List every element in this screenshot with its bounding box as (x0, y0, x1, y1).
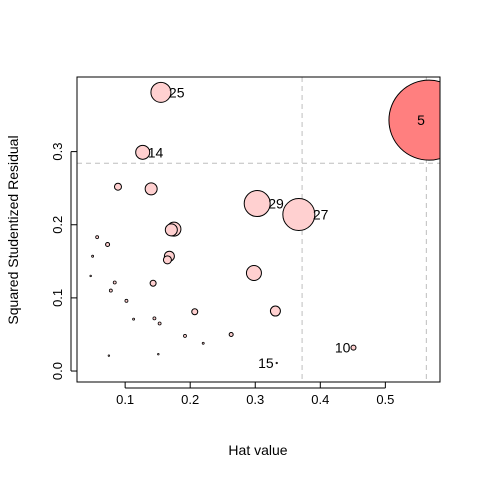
point-label-15: 15 (258, 355, 274, 371)
data-point (149, 279, 157, 287)
data-point (124, 298, 129, 303)
data-point (91, 254, 95, 258)
y-tick-label: 0.1 (50, 289, 65, 307)
x-tick-label: 0.4 (311, 392, 329, 407)
x-tick-label: 0.2 (181, 392, 199, 407)
y-tick-label: 0.2 (50, 216, 65, 234)
point-label-29: 29 (268, 196, 284, 212)
data-point (269, 305, 281, 317)
data-point (107, 354, 111, 357)
data-point-10 (350, 344, 357, 351)
x-tick-label: 0.1 (116, 392, 134, 407)
y-tick-label: 0.3 (50, 143, 65, 161)
y-tick-label: 0.0 (50, 362, 65, 380)
data-point (157, 353, 160, 356)
plot-frame (76, 76, 441, 383)
data-point-14 (135, 144, 151, 160)
data-point (162, 255, 172, 265)
point-label-5: 5 (417, 112, 425, 128)
point-label-10: 10 (335, 340, 351, 356)
data-point (201, 341, 205, 345)
y-axis: 0.0 0.1 0.2 0.3 (50, 143, 77, 380)
x-axis-title: Hat value (228, 442, 287, 458)
data-point-25 (150, 81, 172, 103)
data-point (228, 331, 234, 337)
data-point (144, 182, 158, 196)
data-points (89, 79, 440, 365)
data-point (108, 288, 113, 293)
data-point (164, 223, 178, 237)
data-point (113, 182, 122, 191)
x-tick-label: 0.5 (376, 392, 394, 407)
data-point (245, 265, 262, 282)
data-point (105, 241, 111, 247)
data-point-27 (282, 198, 316, 232)
data-point (191, 308, 199, 316)
data-point-5 (388, 79, 440, 161)
y-axis-title: Squared Studentized Residual (5, 135, 21, 324)
data-point-29 (243, 190, 271, 218)
x-tick-label: 0.3 (246, 392, 264, 407)
point-labels: 5 25 14 29 27 10 15 (148, 84, 425, 371)
data-point (112, 280, 117, 285)
point-label-25: 25 (169, 84, 185, 100)
data-point (89, 274, 92, 278)
data-point-15 (275, 361, 278, 365)
x-axis: 0.1 0.2 0.3 0.4 0.5 (116, 382, 394, 407)
data-point (157, 321, 162, 326)
data-point (152, 316, 157, 321)
data-point (95, 235, 100, 240)
point-label-27: 27 (313, 207, 329, 223)
data-point (132, 317, 135, 321)
point-label-14: 14 (148, 144, 164, 160)
reference-lines (77, 77, 440, 382)
data-point (183, 334, 187, 338)
